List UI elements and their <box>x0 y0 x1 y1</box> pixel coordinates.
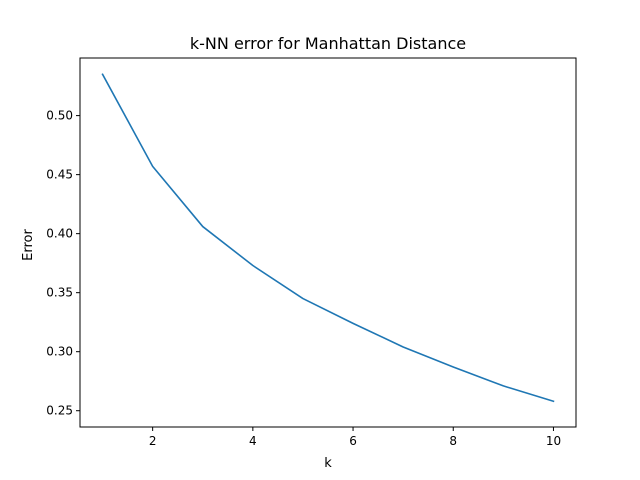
x-axis-label: k <box>324 456 332 471</box>
y-tick-label: 0.30 <box>46 345 73 359</box>
y-tick-label: 0.45 <box>46 168 73 182</box>
x-tick-label: 10 <box>546 434 561 448</box>
plot-area: 2 4 6 8 10 0.25 0.30 0.35 0.40 0.45 0.50 <box>46 57 577 448</box>
x-tick-label: 8 <box>449 434 457 448</box>
y-axis-label: Error <box>21 229 36 261</box>
y-tick-label: 0.25 <box>46 404 73 418</box>
y-tick-label: 0.35 <box>46 286 73 300</box>
y-tick-label: 0.40 <box>46 227 73 241</box>
x-tick-label: 4 <box>249 434 257 448</box>
y-tick-label: 0.50 <box>46 109 73 123</box>
axes-frame <box>79 57 577 428</box>
series-line <box>101 73 555 403</box>
x-tick-label: 6 <box>349 434 357 448</box>
x-tick-label: 2 <box>149 434 157 448</box>
chart-title: k-NN error for Manhattan Distance <box>190 34 466 53</box>
